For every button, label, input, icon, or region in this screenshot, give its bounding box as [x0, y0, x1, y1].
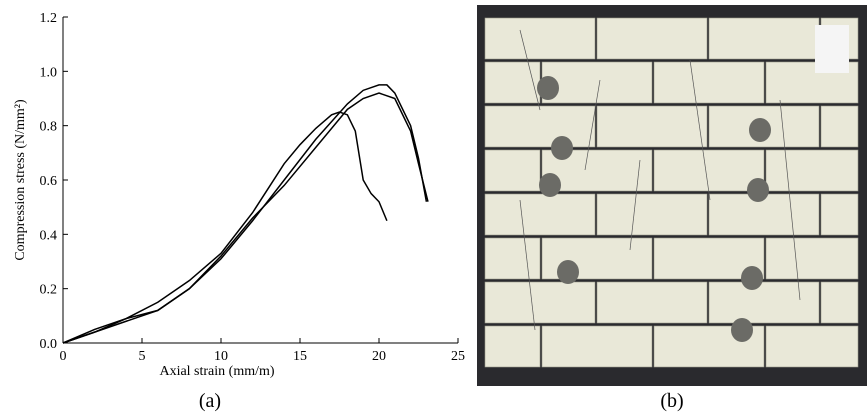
x-tick-label: 10 [214, 349, 228, 364]
data-line [62, 111, 388, 344]
data-line [62, 92, 429, 344]
y-tick-label: 0.2 [40, 283, 58, 298]
crack [689, 59, 711, 201]
stain [551, 136, 573, 160]
stain [747, 178, 769, 202]
stain [557, 260, 579, 284]
stain [539, 173, 561, 197]
brick [765, 237, 859, 280]
brick [541, 325, 653, 368]
brick [484, 149, 541, 192]
brick [596, 17, 708, 60]
crack [779, 99, 801, 301]
x-tick-label: 15 [293, 349, 307, 364]
brick [596, 105, 708, 148]
brick [708, 281, 820, 324]
brick [708, 193, 820, 236]
y-tick-label: 1.0 [40, 65, 58, 80]
caption-a: (a) [199, 390, 221, 412]
brick [820, 193, 859, 236]
y-tick-label: 0.0 [40, 337, 58, 352]
crack [519, 29, 541, 111]
x-tick-label: 25 [451, 349, 465, 364]
wall-photo [477, 5, 867, 386]
crack [629, 159, 641, 251]
x-tick-label: 20 [372, 349, 386, 364]
y-tick-label: 0.6 [40, 174, 58, 189]
stain [741, 266, 763, 290]
brick [765, 149, 859, 192]
brick [484, 193, 596, 236]
brick [484, 237, 541, 280]
brick [708, 17, 820, 60]
brick [484, 61, 541, 104]
x-axis-label: Axial strain (mm/m) [159, 364, 274, 379]
stain [731, 318, 753, 342]
brick [484, 325, 541, 368]
y-axis-label: Compression stress (N/mm²) [13, 99, 28, 261]
brick [484, 281, 596, 324]
brick [596, 193, 708, 236]
caption-b: (b) [660, 390, 683, 412]
y-tick-label: 0.4 [40, 228, 58, 243]
brick [484, 105, 596, 148]
crack [519, 199, 536, 331]
x-tick-label: 0 [60, 349, 67, 364]
y-tick-label: 1.2 [40, 11, 58, 26]
label-card [815, 25, 849, 73]
brick [653, 61, 765, 104]
stain [537, 76, 559, 100]
crack [584, 79, 601, 171]
x-tick-label: 5 [139, 349, 146, 364]
brick [820, 105, 859, 148]
brick [820, 281, 859, 324]
y-tick-label: 0.8 [40, 120, 58, 135]
brick [765, 325, 859, 368]
stain [749, 118, 771, 142]
brick [484, 17, 596, 60]
data-line [62, 84, 428, 344]
brick [596, 281, 708, 324]
brick [653, 149, 765, 192]
